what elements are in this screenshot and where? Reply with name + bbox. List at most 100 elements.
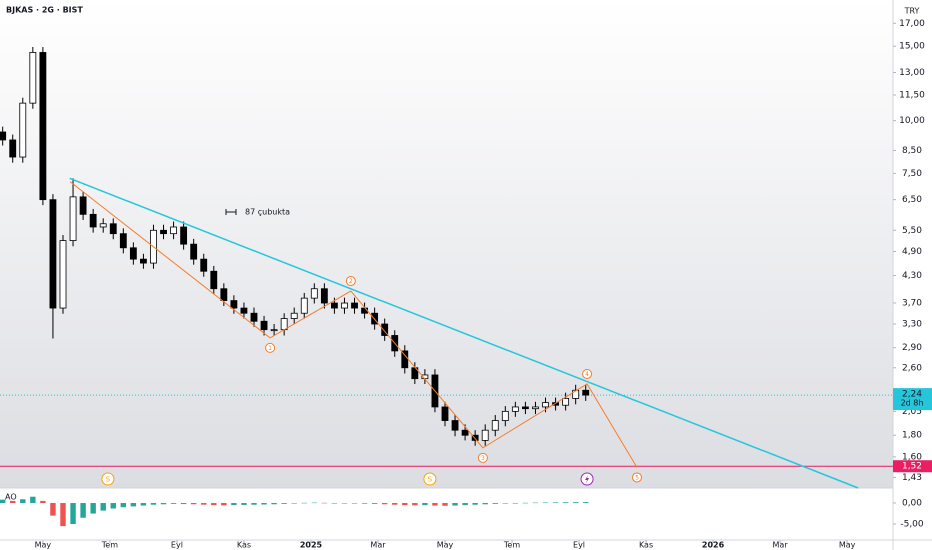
ao-bar — [140, 503, 147, 506]
wave-line — [69, 181, 638, 468]
candle-body — [521, 406, 529, 410]
x-tick-label: May — [839, 541, 856, 550]
x-tick-label: 2026 — [702, 541, 725, 550]
candle-body — [89, 213, 97, 228]
candle-body — [511, 406, 519, 412]
x-tick-label: Mar — [370, 541, 386, 550]
wave-marker — [477, 452, 488, 463]
candle-body — [381, 323, 389, 336]
wave-marker — [345, 276, 356, 287]
ao-bar — [60, 503, 66, 527]
hline-label: 1,52 — [902, 462, 922, 472]
x-tick-label: Eyl — [573, 541, 585, 550]
candle-body — [552, 402, 559, 406]
candle-body — [99, 223, 107, 228]
ao-bar — [221, 503, 227, 506]
hline-label-box — [893, 460, 932, 473]
x-tick-label: Kas — [237, 541, 251, 550]
ao-bar — [552, 502, 559, 504]
candle-body — [260, 320, 268, 331]
candle-body — [491, 420, 499, 431]
y-tick-label: 1,43 — [902, 473, 922, 483]
ao-bar — [180, 503, 187, 505]
last-price-box — [893, 388, 932, 411]
ao-bar — [261, 503, 267, 505]
candle-body — [49, 199, 57, 309]
y-tick-label: 15,00 — [899, 42, 925, 52]
ao-bar — [20, 499, 26, 504]
candle-body — [542, 402, 549, 408]
candle-body — [170, 226, 177, 235]
x-tick-label: May — [35, 541, 52, 550]
wave-label: 5 — [635, 474, 639, 481]
wave-label: 3 — [481, 455, 485, 462]
candle-body — [109, 223, 117, 235]
candle-body — [160, 229, 167, 235]
y-tick-label: 13,00 — [899, 68, 925, 78]
candle-body — [210, 270, 218, 290]
ao-bar — [241, 503, 247, 505]
ao-bar — [442, 503, 448, 506]
ao-pane — [0, 488, 893, 540]
currency: TRY — [904, 7, 920, 16]
ao-label: AO — [5, 493, 17, 502]
ao-bar — [331, 503, 338, 504]
ao-bar — [291, 503, 297, 504]
ao-bar — [462, 503, 468, 506]
ao-bar — [472, 503, 478, 505]
candle-body — [69, 196, 77, 241]
ao-bar — [542, 502, 549, 504]
candle-body — [180, 226, 188, 245]
candle-body — [361, 307, 368, 314]
ao-bar — [211, 503, 217, 506]
wave-label: 1 — [268, 345, 272, 352]
ao-bar — [341, 503, 348, 504]
ao-bar — [321, 502, 328, 504]
ao-bar — [381, 503, 388, 505]
ao-bar — [150, 503, 157, 505]
wave-marker — [582, 368, 593, 379]
ao-bar — [311, 502, 318, 504]
ao-bar — [110, 503, 116, 509]
ao-y-tick-label: -5,00 — [900, 520, 924, 530]
event-marker — [423, 472, 437, 486]
event-icon — [585, 475, 590, 483]
wave-label: 4 — [585, 371, 589, 378]
candle-body — [341, 302, 348, 309]
trend-line — [69, 177, 859, 489]
candle-body — [290, 312, 298, 319]
y-tick-label: 3,30 — [902, 320, 922, 330]
candle-body — [230, 300, 238, 309]
ao-bar — [80, 503, 86, 518]
y-tick-label: 4,90 — [902, 247, 922, 257]
ao-bar — [492, 503, 498, 504]
candle-body — [240, 307, 248, 314]
y-tick-label: 4,30 — [902, 271, 922, 281]
y-tick-label: 2,90 — [902, 343, 922, 353]
ao-bar — [452, 503, 458, 506]
range-icon — [225, 209, 237, 215]
ao-bar — [562, 502, 569, 504]
ao-bar — [512, 503, 519, 504]
candle-body — [582, 389, 590, 396]
candle-body — [59, 240, 67, 309]
candle-body — [330, 302, 338, 309]
bar-count-annotation: 87 çubukta — [225, 208, 290, 217]
x-tick-label: Mar — [773, 541, 789, 550]
ao-bar — [201, 503, 207, 505]
y-tick-label: 1,60 — [902, 452, 922, 462]
candle-body — [501, 410, 509, 421]
y-tick-label: 1,80 — [902, 431, 922, 441]
ao-bar — [412, 503, 418, 506]
y-tick-label: 3,70 — [902, 299, 922, 309]
y-tick-label: 8,50 — [902, 146, 922, 156]
candle-body — [441, 406, 449, 421]
candle-body — [79, 196, 87, 215]
y-tick-label: 2,05 — [902, 407, 922, 417]
event-label: S — [428, 476, 433, 484]
ao-bar — [532, 502, 539, 504]
candle-body — [300, 297, 308, 314]
ao-bar — [301, 502, 307, 504]
ao-bar — [90, 503, 96, 514]
